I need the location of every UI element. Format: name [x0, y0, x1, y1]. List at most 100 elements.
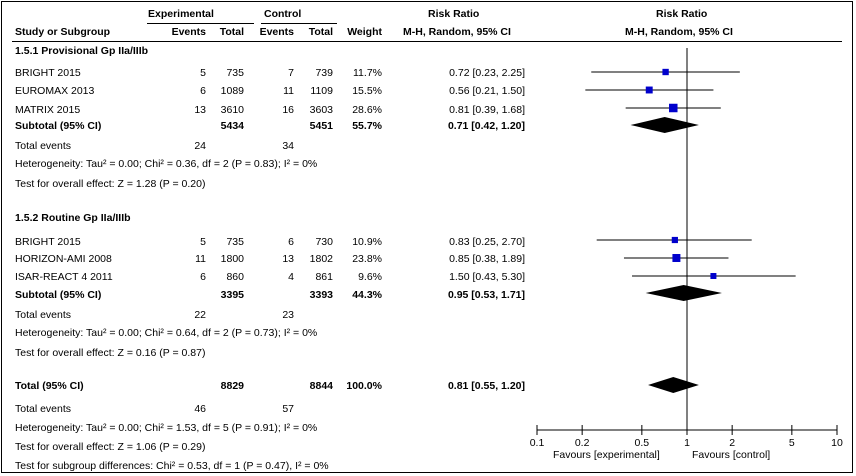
e-total: 1089: [220, 85, 244, 97]
c-total: 1109: [310, 85, 333, 97]
e-total: 735: [226, 236, 244, 248]
c-events: 11: [283, 85, 294, 97]
total-events-e: 22: [194, 309, 206, 321]
effect-square: [645, 86, 653, 94]
risk-ratio-ci: 1.50 [0.43, 5.30]: [449, 271, 525, 283]
total-events-e: 46: [194, 403, 206, 415]
pooled-diamond: [648, 377, 699, 393]
risk-ratio-ci: 0.81 [0.39, 1.68]: [449, 104, 525, 116]
total-events-label: Total events: [15, 309, 72, 321]
c-events: 16: [282, 104, 294, 116]
e-total: 3610: [220, 104, 244, 116]
subtotal-ci: 0.95 [0.53, 1.71]: [447, 289, 525, 301]
subtotal-ci: 0.71 [0.42, 1.20]: [447, 120, 525, 132]
e-events: 5: [200, 67, 206, 79]
experimental-underline: [147, 23, 254, 24]
study-name: BRIGHT 2015: [15, 236, 81, 248]
risk-ratio-ci: 0.56 [0.21, 1.50]: [449, 85, 525, 97]
total-ci: 0.81 [0.55, 1.20]: [447, 380, 525, 392]
x-tick-label: 1: [684, 437, 690, 449]
favours-control: Favours [control]: [692, 449, 771, 461]
x-tick-label: 2: [729, 437, 735, 449]
total-events-label: Total events: [15, 403, 72, 415]
weight: 15.5%: [352, 85, 382, 97]
weight: 11.7%: [353, 67, 382, 79]
c-total: 739: [315, 67, 333, 79]
effect-square: [669, 103, 678, 113]
e-events: 6: [200, 271, 206, 283]
weight: 9.6%: [358, 271, 382, 283]
e-total: 735: [226, 67, 244, 79]
total-events-label: Total events: [15, 140, 72, 152]
c-total: 861: [315, 271, 333, 283]
e-events: 5: [200, 236, 206, 248]
effect-square: [662, 68, 669, 76]
study-name: ISAR-REACT 4 2011: [15, 271, 113, 283]
header-method-right: M-H, Random, 95% CI: [625, 26, 733, 38]
subtotal-e-total: 5434: [220, 120, 244, 132]
weight: 10.9%: [352, 236, 382, 248]
header-c-total: Total: [308, 26, 333, 38]
heterogeneity-text: Heterogeneity: Tau² = 0.00; Chi² = 0.36,…: [15, 158, 318, 170]
c-total: 3603: [309, 104, 333, 116]
x-tick-label: 5: [789, 437, 795, 449]
pooled-diamond: [645, 285, 722, 301]
x-tick-label: 0.2: [575, 437, 590, 449]
weight: 28.6%: [352, 104, 382, 116]
header-study: Study or Subgroup: [15, 26, 111, 38]
total-events-c: 57: [282, 403, 294, 415]
subtotal-weight: 44.3%: [352, 289, 382, 301]
total-c-total: 8844: [309, 380, 333, 392]
c-events: 6: [288, 236, 294, 248]
header-e-events: Events: [171, 26, 206, 38]
x-tick-label: 0.5: [635, 437, 650, 449]
c-total: 730: [315, 236, 333, 248]
effect-square: [672, 254, 681, 262]
e-total: 1800: [220, 253, 244, 265]
subtotal-weight: 55.7%: [352, 120, 382, 132]
subtotal-e-total: 3395: [220, 289, 244, 301]
subgroup-differences-text: Test for subgroup differences: Chi² = 0.…: [15, 460, 329, 472]
c-events: 4: [288, 271, 294, 283]
total-label: Total (95% CI): [15, 380, 84, 392]
group2-title: 1.5.2 Routine Gp IIa/IIIb: [15, 212, 131, 224]
total-e-total: 8829: [220, 380, 244, 392]
header-c-events: Events: [259, 26, 294, 38]
x-tick-label: 10: [831, 437, 843, 449]
total-events-e: 24: [194, 140, 206, 152]
overall-effect-text: Test for overall effect: Z = 0.16 (P = 0…: [15, 347, 206, 359]
e-events: 11: [195, 253, 206, 265]
group1-title: 1.5.1 Provisional Gp IIa/IIIb: [15, 45, 149, 57]
study-name: BRIGHT 2015: [15, 67, 81, 79]
c-events: 13: [282, 253, 294, 265]
e-events: 6: [200, 85, 206, 97]
favours-experimental: Favours [experimental]: [553, 449, 660, 461]
header-control: Control: [264, 8, 302, 20]
header-e-total: Total: [219, 26, 244, 38]
c-total: 1802: [309, 253, 333, 265]
e-total: 860: [226, 271, 244, 283]
risk-ratio-ci: 0.72 [0.23, 2.25]: [449, 67, 525, 79]
subtotal-label: Subtotal (95% CI): [15, 120, 102, 132]
header-weight: Weight: [347, 26, 382, 38]
effect-square: [710, 273, 717, 279]
e-events: 13: [194, 104, 206, 116]
c-events: 7: [288, 67, 294, 79]
subtotal-c-total: 5451: [309, 120, 333, 132]
overall-effect-text: Test for overall effect: Z = 1.28 (P = 0…: [15, 178, 206, 190]
header-experimental: Experimental: [148, 8, 214, 20]
header-risk-ratio-left: Risk Ratio: [428, 8, 480, 20]
total-events-c: 34: [282, 140, 294, 152]
study-name: EUROMAX 2013: [15, 85, 95, 97]
control-underline: [261, 23, 337, 24]
pooled-diamond: [630, 117, 699, 133]
weight: 23.8%: [352, 253, 382, 265]
header-risk-ratio-right: Risk Ratio: [656, 8, 708, 20]
header-method-left: M-H, Random, 95% CI: [403, 26, 511, 38]
heterogeneity-text: Heterogeneity: Tau² = 0.00; Chi² = 0.64,…: [15, 327, 318, 339]
overall-effect-text: Test for overall effect: Z = 1.06 (P = 0…: [15, 441, 206, 453]
risk-ratio-ci: 0.83 [0.25, 2.70]: [449, 236, 525, 248]
total-events-c: 23: [282, 309, 294, 321]
